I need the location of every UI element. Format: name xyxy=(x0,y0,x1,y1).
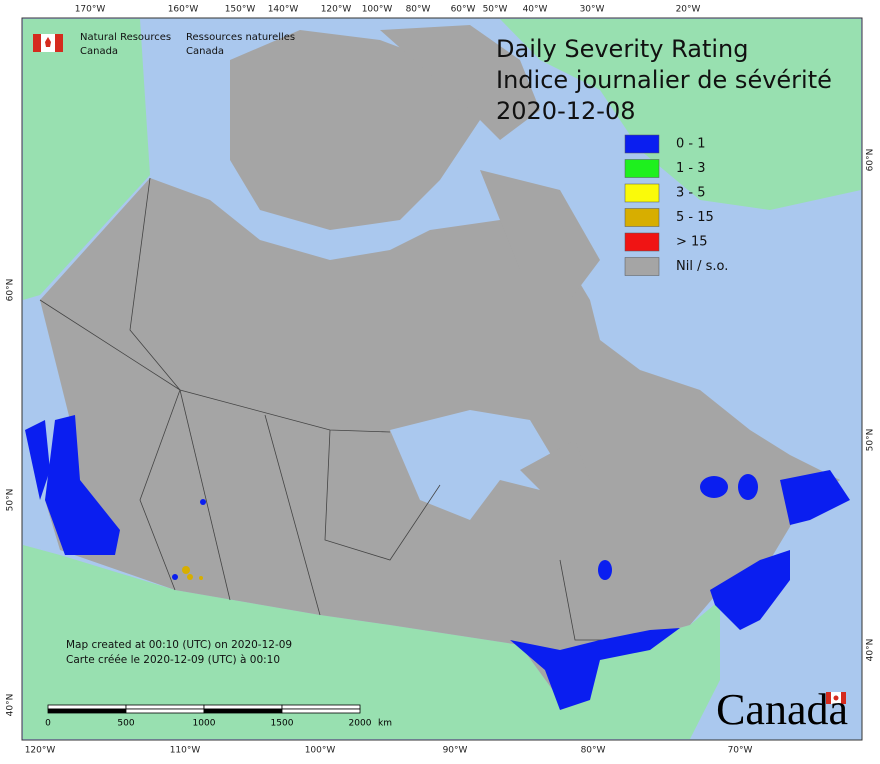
legend-swatch xyxy=(624,159,660,178)
scale-segment xyxy=(281,708,361,714)
rating-areas-5-15 xyxy=(182,566,203,580)
graticule-label: 60°N xyxy=(6,279,16,302)
graticule-label: 170°W xyxy=(75,5,106,15)
graticule-label: 50°W xyxy=(483,5,508,15)
graticule-label: 80°W xyxy=(581,746,606,756)
legend-label: 3 - 5 xyxy=(676,186,706,201)
graticule-label: 150°W xyxy=(225,5,256,15)
agency-signature xyxy=(33,34,63,52)
graticule-label: 50°N xyxy=(866,429,876,452)
graticule-label: 40°W xyxy=(523,5,548,15)
scale-segment xyxy=(203,704,283,710)
graticule-label: 20°W xyxy=(676,5,701,15)
flag-band xyxy=(33,34,41,52)
graticule-label: 140°W xyxy=(268,5,299,15)
flag-band xyxy=(55,34,63,52)
map-title: Indice journalier de sévérité xyxy=(496,66,832,94)
map-note: Map created at 00:10 (UTC) on 2020-12-09 xyxy=(66,639,292,651)
scale-label: 1000 xyxy=(193,719,216,729)
scale-label: 0 xyxy=(45,719,51,729)
legend-swatch xyxy=(624,208,660,227)
wordmark-flag xyxy=(826,692,846,704)
graticule-label: 120°W xyxy=(321,5,352,15)
scale-label: 2000 xyxy=(349,719,372,729)
agency-french: Ressources naturelles xyxy=(186,32,295,43)
scale-unit: km xyxy=(378,719,392,729)
graticule-label: 30°W xyxy=(580,5,605,15)
legend-swatch xyxy=(624,257,660,276)
legend-label: 5 - 15 xyxy=(676,210,714,225)
scale-label: 1500 xyxy=(271,719,294,729)
graticule-label: 60°W xyxy=(451,5,476,15)
graticule-label: 40°N xyxy=(866,639,876,662)
rating-areas xyxy=(25,415,850,710)
land xyxy=(23,19,861,739)
scale-segment xyxy=(47,704,127,710)
graticule-label: 110°W xyxy=(170,746,201,756)
graticule-label: 120°W xyxy=(25,746,56,756)
graticule-label: 40°N xyxy=(6,694,16,717)
map-title: Daily Severity Rating xyxy=(496,35,748,63)
scale-label: 500 xyxy=(117,719,134,729)
map-note: Carte créée le 2020-12-09 (UTC) à 00:10 xyxy=(66,654,280,666)
scale-segment xyxy=(281,704,361,710)
graticule-label: 90°W xyxy=(443,746,468,756)
legend-swatch xyxy=(624,134,660,154)
graticule-label: 70°W xyxy=(728,746,753,756)
legend-label: 1 - 3 xyxy=(676,161,706,176)
legend-label: 0 - 1 xyxy=(676,137,706,152)
agency-english: Canada xyxy=(80,46,118,57)
wordmark: Canada xyxy=(716,685,848,734)
scale-segment xyxy=(125,704,205,710)
legend-swatch xyxy=(624,232,660,252)
legend-label: Nil / s.o. xyxy=(676,259,728,274)
graticule-label: 160°W xyxy=(168,5,199,15)
legend-swatch xyxy=(624,183,660,203)
maple-leaf xyxy=(45,37,51,47)
agency-english: Natural Resources xyxy=(80,32,171,43)
graticule-label: 100°W xyxy=(305,746,336,756)
graticule-label: 80°W xyxy=(406,5,431,15)
scale-segment xyxy=(203,708,283,714)
scale-segment xyxy=(125,708,205,714)
map-title: 2020-12-08 xyxy=(496,97,635,125)
legend-label: > 15 xyxy=(676,235,708,250)
graticule-label: 60°N xyxy=(866,149,876,172)
graticule-label: 50°N xyxy=(6,489,16,512)
scale-bar: 0 500 1000 1500 2000 km xyxy=(45,704,392,729)
scale-segment xyxy=(47,708,127,714)
agency-french: Canada xyxy=(186,46,224,57)
graticule-label: 100°W xyxy=(362,5,393,15)
